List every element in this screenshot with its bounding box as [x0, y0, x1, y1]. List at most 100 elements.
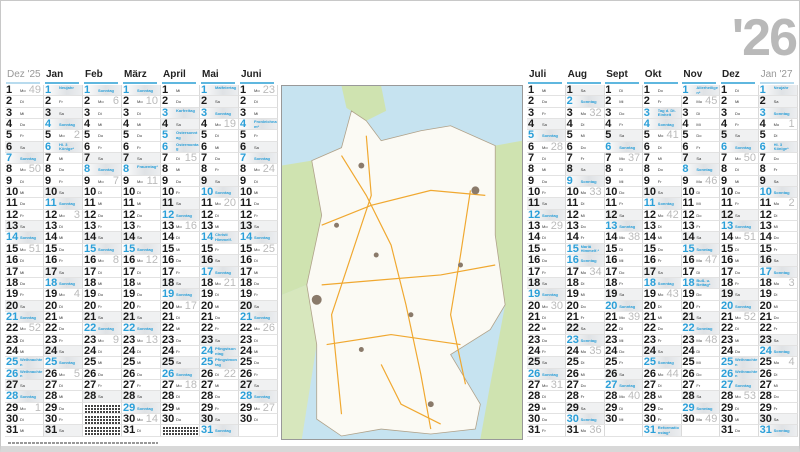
day-cell[interactable]: 2 Do [527, 96, 566, 108]
day-cell[interactable]: 3 Karfreitag [161, 107, 200, 120]
day-cell[interactable]: 9 Fr [44, 175, 83, 188]
day-cell[interactable]: 15 Do [642, 243, 682, 256]
day-cell[interactable]: 22 Mo 52 [5, 323, 44, 335]
day-cell[interactable]: 22 Do [44, 323, 83, 335]
day-cell[interactable]: 26 Di [758, 368, 798, 380]
day-cell[interactable]: 14 Sonntag [239, 232, 278, 244]
day-cell[interactable]: 19 Do [681, 289, 721, 301]
day-cell[interactable]: 12 Sa [604, 209, 644, 222]
day-cell[interactable]: 21 Sa [83, 311, 122, 324]
day-cell[interactable]: 22 Do [642, 323, 682, 335]
day-cell[interactable]: 28 Sonntag [5, 391, 44, 403]
day-cell[interactable]: 28 Mo 40 [604, 391, 644, 403]
day-cell[interactable]: 29 Sonntag [681, 402, 721, 414]
day-cell[interactable]: 12 Mi [565, 209, 605, 222]
day-cell[interactable]: 6 Sonntag [604, 141, 644, 154]
day-cell[interactable]: 30 Fr [44, 413, 83, 426]
day-cell[interactable]: 1 Neujahr [758, 85, 798, 97]
day-cell[interactable]: 27 Mo 18 [161, 379, 200, 392]
day-cell[interactable]: 22 Fr [200, 323, 239, 335]
day-cell[interactable]: 26 Do [122, 368, 161, 380]
day-cell[interactable]: 26 Fr [239, 368, 278, 380]
day-cell[interactable]: 1 Mo 23 [239, 85, 278, 97]
day-cell[interactable]: 23 Mo 13 [122, 334, 161, 346]
day-cell[interactable]: 23 Fr [44, 334, 83, 346]
day-cell[interactable]: 3 Tag d. Dt. Einheit [642, 107, 682, 120]
day-cell[interactable]: 15 Fr [200, 243, 239, 256]
day-cell[interactable]: 14 Mi [642, 232, 682, 244]
day-cell[interactable]: 22 Sonntag [122, 323, 161, 335]
day-cell[interactable]: 2 Mi [604, 96, 644, 108]
day-cell[interactable]: 4 Mi [681, 119, 721, 131]
day-cell[interactable]: 20 Fr [83, 300, 122, 312]
day-cell[interactable]: 11 Sonntag [44, 198, 83, 210]
day-cell[interactable]: 26 Sonntag [527, 368, 566, 380]
day-cell[interactable]: 16 Mo 8 [83, 255, 122, 267]
day-cell[interactable]: 24 Di [122, 345, 161, 358]
day-cell[interactable]: 30 Di [239, 413, 278, 426]
day-cell[interactable]: 16 Sa [200, 255, 239, 267]
day-cell[interactable]: 18 Mi [83, 277, 122, 290]
day-cell[interactable]: 22 Sa [565, 323, 605, 335]
day-cell[interactable]: 2 Mo 6 [83, 96, 122, 108]
day-cell[interactable]: 12 Fr [239, 209, 278, 222]
day-cell[interactable]: 2 Sa [758, 96, 798, 108]
day-cell[interactable]: 2 Di [239, 96, 278, 108]
day-cell[interactable]: 27 Mo 31 [527, 379, 566, 392]
day-cell[interactable]: 24 Sa [44, 345, 83, 358]
day-cell[interactable]: 7 Sa [122, 153, 161, 165]
day-cell[interactable]: 7 Di [527, 153, 566, 165]
day-cell[interactable]: 27 Fr [681, 379, 721, 392]
day-cell[interactable]: 8 Mi [161, 164, 200, 176]
day-cell[interactable]: 23 Do [161, 334, 200, 346]
day-cell[interactable]: 8 Fr [200, 164, 239, 176]
day-cell[interactable]: 31 Mo 36 [565, 425, 605, 437]
day-cell[interactable]: 26 Sa [604, 368, 644, 380]
day-cell[interactable]: 10 Fr [161, 187, 200, 199]
day-cell[interactable]: 25 Sonntag [44, 357, 83, 369]
day-cell[interactable]: 15 Sonntag [83, 243, 122, 256]
day-cell[interactable]: 4 Sa [161, 119, 200, 131]
day-cell[interactable]: 23 Mi [604, 334, 644, 346]
day-cell[interactable]: 13 Fr [681, 221, 721, 233]
day-cell[interactable]: 16 Di [239, 255, 278, 267]
day-cell[interactable]: 17 Sa [642, 266, 682, 278]
day-cell[interactable]: 15 Di [604, 243, 644, 256]
day-cell[interactable]: 3 Di [681, 107, 721, 120]
day-cell[interactable]: 5 Sonntag [527, 130, 566, 142]
day-cell[interactable]: 25 Sa [161, 357, 200, 369]
day-cell[interactable]: 8 Mo 50 [5, 164, 44, 176]
day-cell[interactable]: 19 Mo 43 [642, 289, 682, 301]
day-cell[interactable]: 8 Di [720, 164, 759, 176]
day-cell[interactable]: 4 Sonntag [44, 119, 83, 131]
day-cell[interactable]: 25 Sonntag [642, 357, 682, 369]
day-cell[interactable]: 26 Di 22 [200, 368, 239, 380]
day-cell[interactable]: 11 Do [5, 198, 44, 210]
day-cell[interactable]: 20 Do [565, 300, 605, 312]
day-cell[interactable]: 3 Di [122, 107, 161, 120]
day-cell[interactable]: 22 Fr [758, 323, 798, 335]
day-cell[interactable]: 28 Do [200, 391, 239, 403]
day-cell[interactable]: 17 Mi [5, 266, 44, 278]
day-cell[interactable]: 9 Sa [200, 175, 239, 188]
day-cell[interactable]: 12 Do [681, 209, 721, 222]
day-cell[interactable]: 30 Sa [758, 413, 798, 426]
day-cell[interactable]: 31 Sonntag [200, 425, 239, 437]
day-cell[interactable]: 15 Fr [758, 243, 798, 256]
day-cell[interactable]: 13 Sa [5, 221, 44, 233]
day-cell[interactable]: 25 Di [565, 357, 605, 369]
day-cell[interactable]: 14 Sa [83, 232, 122, 244]
day-cell[interactable]: 7 Fr [565, 153, 605, 165]
day-cell[interactable]: 9 Do [161, 175, 200, 188]
day-cell[interactable]: 26 Sonntag [161, 368, 200, 380]
day-cell[interactable]: 21 Sa [681, 311, 721, 324]
day-cell[interactable]: 18 Sonntag [44, 277, 83, 290]
day-cell[interactable]: 23 Sonntag [565, 334, 605, 346]
day-cell[interactable]: 10 Mo 33 [565, 187, 605, 199]
day-cell[interactable]: 4 Mi [122, 119, 161, 131]
day-cell[interactable]: 3 Sa [44, 107, 83, 120]
day-cell[interactable]: 5 Do [122, 130, 161, 142]
day-cell[interactable]: 3 Fr [527, 107, 566, 120]
day-cell[interactable]: 9 Mo 46 [681, 175, 721, 188]
day-cell[interactable]: 6 Ostermontag [161, 141, 200, 154]
